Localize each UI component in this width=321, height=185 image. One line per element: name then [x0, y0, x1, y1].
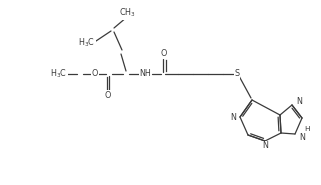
- Text: O: O: [105, 90, 111, 100]
- Text: H$_3$C: H$_3$C: [50, 68, 67, 80]
- Text: H$_3$C: H$_3$C: [78, 37, 96, 49]
- Text: S: S: [234, 70, 239, 78]
- Text: N: N: [299, 132, 305, 142]
- Text: CH$_3$: CH$_3$: [118, 7, 135, 19]
- Text: O: O: [92, 70, 98, 78]
- Text: O: O: [161, 50, 167, 58]
- Text: H: H: [304, 126, 309, 132]
- Text: NH: NH: [139, 70, 151, 78]
- Text: N: N: [262, 142, 268, 151]
- Text: N: N: [296, 97, 302, 107]
- Text: N: N: [230, 112, 236, 122]
